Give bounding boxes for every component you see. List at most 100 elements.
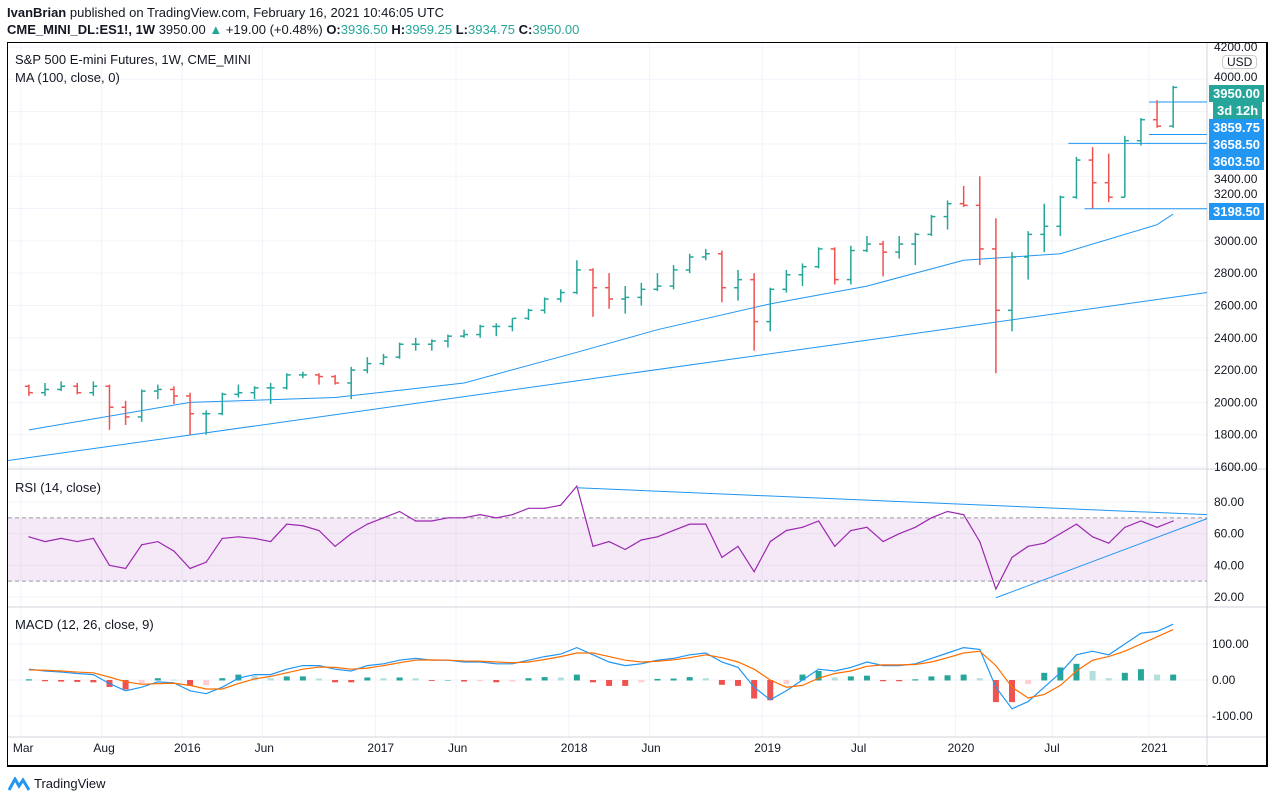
- rsi-point: [592, 545, 594, 547]
- macd-histogram-bar: [638, 680, 645, 683]
- price-bar: [57, 381, 66, 392]
- price-bar: [395, 342, 404, 359]
- time-axis-label: Jun: [255, 741, 274, 755]
- price-bar: [218, 392, 227, 416]
- price-axis-label: 2200.00: [1214, 363, 1258, 377]
- rsi-point: [801, 526, 804, 528]
- time-axis-label: 2020: [948, 741, 975, 755]
- price-bar: [1153, 100, 1162, 128]
- rsi-point: [527, 507, 530, 509]
- rsi-point: [350, 533, 352, 535]
- rsi-axis-label: 20.00: [1214, 590, 1244, 604]
- rsi-legend[interactable]: RSI (14, close): [15, 480, 101, 495]
- price-bar: [798, 263, 807, 287]
- time-axis-label: Jul: [851, 741, 866, 755]
- price-bar: [137, 389, 146, 422]
- rsi-point: [1075, 523, 1078, 525]
- publisher-name[interactable]: IvanBrian: [7, 5, 67, 20]
- macd-histogram-bar: [219, 678, 226, 681]
- rsi-point: [415, 520, 417, 522]
- macd-histogram-bar: [428, 680, 435, 681]
- macd-histogram-bar: [1137, 669, 1144, 681]
- rsi-point: [76, 540, 78, 543]
- rsi-point: [1043, 542, 1045, 544]
- macd-histogram-bar: [815, 671, 822, 681]
- price-bar: [186, 392, 195, 435]
- rsi-point: [737, 545, 739, 547]
- rsi-band: [8, 517, 1207, 582]
- price-bar: [1169, 85, 1178, 128]
- rsi-point: [1172, 520, 1174, 522]
- time-axis-label: Mar: [13, 741, 34, 755]
- chart-title: S&P 500 E-mini Futures, 1W, CME_MINI: [15, 52, 251, 67]
- footer-brand[interactable]: TradingView: [8, 776, 106, 791]
- ma-legend[interactable]: MA (100, close, 0): [15, 70, 120, 85]
- macd-histogram-bar: [138, 680, 145, 684]
- price-bar: [605, 273, 614, 309]
- symbol-info: CME_MINI_DL:ES1!, 1W 3950.00 ▲ +19.00 (+…: [7, 22, 579, 37]
- level-tag: 3658.50: [1209, 136, 1264, 153]
- price-bar: [1040, 203, 1049, 253]
- price-bar: [621, 286, 630, 314]
- macd-histogram-bar: [880, 680, 887, 682]
- macd-legend[interactable]: MACD (12, 26, close, 9): [15, 617, 154, 632]
- macd-histogram-bar: [1009, 680, 1016, 703]
- price-bar: [508, 317, 517, 332]
- rsi-point: [1091, 536, 1094, 538]
- time-axis-label: 2018: [561, 741, 588, 755]
- price-axis-label: 1600.00: [1214, 460, 1258, 474]
- tradingview-logo-icon: [8, 776, 30, 791]
- macd-histogram-bar: [1089, 671, 1096, 681]
- price-bar: [1104, 153, 1113, 203]
- price-bar: [1072, 156, 1081, 199]
- macd-histogram-bar: [74, 680, 81, 682]
- macd-histogram-bar: [203, 680, 210, 686]
- macd-histogram-bar: [412, 678, 419, 681]
- rsi-point: [946, 510, 949, 513]
- rsi-point: [1059, 533, 1061, 535]
- rsi-point: [302, 525, 304, 527]
- trendline: [7, 292, 1208, 462]
- price-bar: [814, 247, 823, 269]
- price-bar: [959, 185, 968, 207]
- rsi-line: [28, 484, 1174, 591]
- rsi-point: [253, 537, 256, 540]
- countdown-tag: 3d 12h: [1213, 102, 1263, 119]
- price-bar: [89, 381, 98, 396]
- macd-histogram-bar: [251, 675, 258, 681]
- rsi-point: [60, 537, 62, 540]
- time-axis-label: Jun: [448, 741, 467, 755]
- macd-histogram-bar: [896, 680, 903, 682]
- rsi-point: [1027, 545, 1029, 547]
- price-bar: [121, 400, 130, 426]
- price-bar: [1056, 195, 1065, 237]
- macd-histogram-bar: [235, 674, 242, 681]
- macd-histogram-bar: [654, 678, 661, 681]
- price-bar: [734, 269, 743, 301]
- close-value: 3950.00: [532, 22, 580, 37]
- price-bar: [476, 324, 485, 338]
- time-axis-label: 2016: [174, 741, 201, 755]
- rsi-point: [511, 514, 513, 516]
- macd-histogram-bar: [1025, 680, 1032, 685]
- rsi-point: [479, 514, 481, 516]
- ma-100-line: [28, 213, 1174, 431]
- price-bar: [701, 248, 710, 261]
- chart-frame[interactable]: [7, 42, 1268, 767]
- currency-button[interactable]: USD: [1222, 55, 1258, 69]
- rsi-point: [721, 556, 723, 559]
- macd-histogram-bar: [1105, 678, 1112, 681]
- macd-histogram-bar: [606, 680, 613, 686]
- macd-histogram-bar: [187, 680, 194, 686]
- rsi-trendline: [576, 487, 1208, 516]
- price-bar: [895, 236, 904, 259]
- time-axis-label: 2021: [1141, 741, 1168, 755]
- price-bar: [556, 289, 565, 303]
- price-bar: [202, 410, 211, 435]
- price-bar: [314, 373, 323, 385]
- macd-histogram-bar: [170, 679, 177, 681]
- price-bar: [524, 308, 533, 321]
- price-bar: [862, 236, 871, 253]
- price-axis-label: 4200.00: [1214, 40, 1258, 54]
